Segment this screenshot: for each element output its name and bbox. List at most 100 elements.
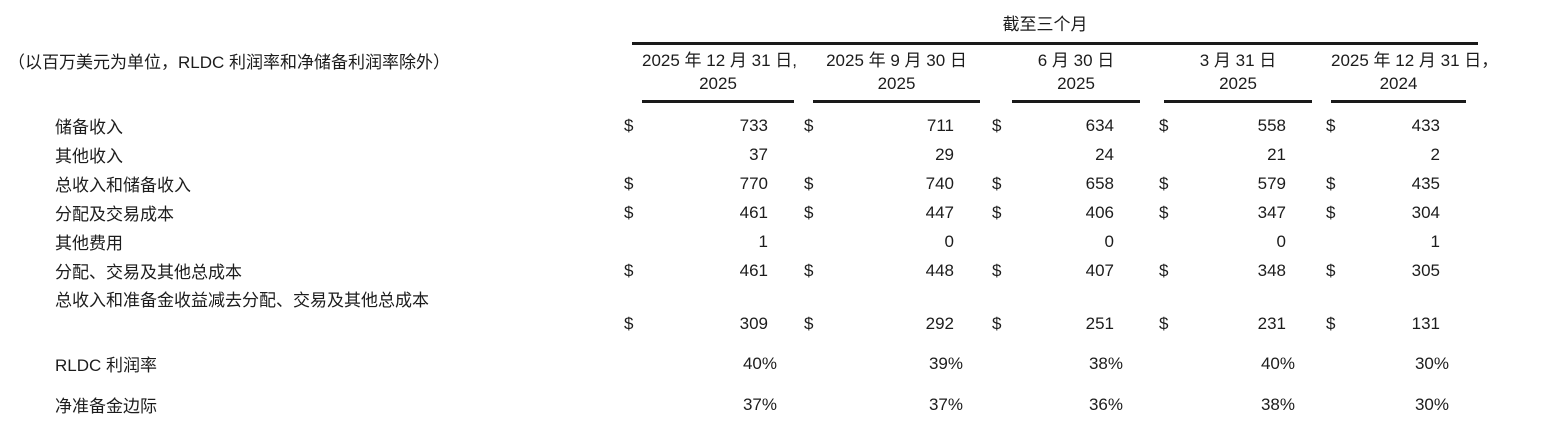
cell-value: 131 [1411, 314, 1440, 333]
currency-symbol: $ [992, 260, 1002, 280]
column-header-date: 6 月 30 日 [1037, 51, 1115, 70]
cell-value: 461 [739, 202, 768, 222]
table-cell: 1 [1324, 232, 1466, 252]
currency-symbol: $ [1326, 173, 1336, 193]
row-label: 其他费用 [55, 234, 123, 253]
cell-value: 407 [1085, 260, 1114, 280]
cell-value: 39% [928, 353, 963, 373]
cell-value: 30% [1414, 394, 1449, 414]
table-cell: 1 [622, 232, 794, 252]
currency-symbol: $ [624, 314, 634, 333]
row-label: 其他收入 [55, 147, 123, 166]
table-cell: 37 [622, 145, 794, 165]
currency-symbol: $ [624, 173, 634, 193]
row-label: 储备收入 [55, 118, 123, 137]
currency-symbol: $ [1159, 260, 1169, 280]
cell-value: 304 [1411, 202, 1440, 222]
table-cell: 40% [1157, 354, 1312, 374]
currency-symbol: $ [992, 314, 1002, 333]
column-header-q4-2025: 2025 年 12 月 31 日, 2025 [642, 49, 797, 103]
currency-symbol: $ [804, 314, 814, 333]
table-cell: $461 [622, 261, 794, 281]
table-cell: $770 [622, 174, 794, 194]
table-cell: 0 [802, 232, 980, 252]
currency-symbol: $ [1326, 260, 1336, 280]
column-header-year: 2025 [699, 74, 737, 93]
cell-value: 29 [935, 144, 954, 164]
cell-value: 2 [1430, 144, 1440, 164]
currency-symbol: $ [804, 173, 814, 193]
cell-value: 558 [1257, 115, 1286, 135]
cell-value: 0 [1104, 231, 1114, 251]
cell-value: 433 [1411, 115, 1440, 135]
cell-value: 770 [739, 173, 768, 193]
table-cell: 29 [802, 145, 980, 165]
currency-symbol: $ [804, 115, 814, 135]
table-cell: $634 [990, 116, 1140, 136]
column-header-date: 2025 年 9 月 30 日 [826, 51, 967, 70]
cell-value: 733 [739, 115, 768, 135]
cell-value: 711 [926, 115, 954, 135]
table-cell: 30% [1324, 354, 1466, 374]
row-label: 分配及交易成本 [55, 205, 174, 224]
row-label: 总收入和储备收入 [55, 176, 191, 195]
currency-symbol: $ [1326, 202, 1336, 222]
column-header-date: 2025 年 12 月 31 日， [1331, 51, 1499, 70]
cell-value: 21 [1267, 144, 1286, 164]
currency-symbol: $ [804, 202, 814, 222]
column-header-q4-2024: 2025 年 12 月 31 日， 2024 [1331, 49, 1499, 103]
table-cell: $309 [622, 314, 794, 334]
currency-symbol: $ [1159, 115, 1169, 135]
table-cell: $304 [1324, 203, 1466, 223]
cell-value: 0 [944, 231, 954, 251]
table-cell: 2 [1324, 145, 1466, 165]
table-cell: $347 [1157, 203, 1312, 223]
cell-value: 447 [925, 202, 954, 222]
table-cell: 38% [1157, 395, 1312, 415]
cell-value: 37% [742, 394, 777, 414]
table-row: 分配、交易及其他总成本 $461 $448 $407 $348 $305 [0, 256, 1565, 285]
table-cell: 36% [990, 395, 1140, 415]
table-cell: 21 [1157, 145, 1312, 165]
cell-value: 634 [1085, 115, 1114, 135]
column-header-date: 3 月 31 日 [1199, 51, 1277, 70]
table-cell: 39% [802, 354, 980, 374]
table-row: 储备收入 $733 $711 $634 $558 $433 [0, 111, 1565, 140]
table-cell: $461 [622, 203, 794, 223]
cell-value: 231 [1257, 314, 1286, 333]
currency-symbol: $ [992, 202, 1002, 222]
currency-symbol: $ [624, 115, 634, 135]
column-header-date: 2025 年 12 月 31 日, [642, 51, 797, 70]
table-cell: $448 [802, 261, 980, 281]
table-cell: 24 [990, 145, 1140, 165]
unit-note: （以百万美元为单位，RLDC 利润率和净储备利润率除外） [8, 53, 451, 72]
table-cell: $292 [802, 314, 980, 334]
cell-value: 406 [1085, 202, 1114, 222]
currency-symbol: $ [624, 260, 634, 280]
row-label: RLDC 利润率 [55, 356, 158, 375]
currency-symbol: $ [1159, 173, 1169, 193]
table-row: 净准备金边际 37% 37% 36% 38% 30% [0, 390, 1565, 419]
cell-value: 38% [1088, 353, 1123, 373]
column-header-q2-2025: 6 月 30 日 2025 [1012, 49, 1140, 103]
cell-value: 36% [1088, 394, 1123, 414]
currency-symbol: $ [624, 202, 634, 222]
cell-value: 40% [1260, 353, 1295, 373]
cell-value: 40% [742, 353, 777, 373]
column-header-year: 2024 [1379, 74, 1418, 93]
cell-value: 1 [758, 231, 768, 251]
row-label: 总收入和准备金收益减去分配、交易及其他总成本 [55, 290, 429, 310]
column-header-row: （以百万美元为单位，RLDC 利润率和净储备利润率除外） 2025 年 12 月… [8, 49, 1565, 103]
table-cell: $733 [622, 116, 794, 136]
table-cell: 40% [622, 354, 794, 374]
cell-value: 579 [1257, 173, 1286, 193]
table-cell: $658 [990, 174, 1140, 194]
cell-value: 38% [1260, 394, 1295, 414]
table-row: $309 $292 $251 $231 $131 [0, 311, 1565, 337]
table-cell: $131 [1324, 314, 1466, 334]
table-cell: $558 [1157, 116, 1312, 136]
cell-value: 448 [925, 260, 954, 280]
table-cell: $579 [1157, 174, 1312, 194]
cell-value: 0 [1276, 231, 1286, 251]
cell-value: 24 [1095, 144, 1114, 164]
